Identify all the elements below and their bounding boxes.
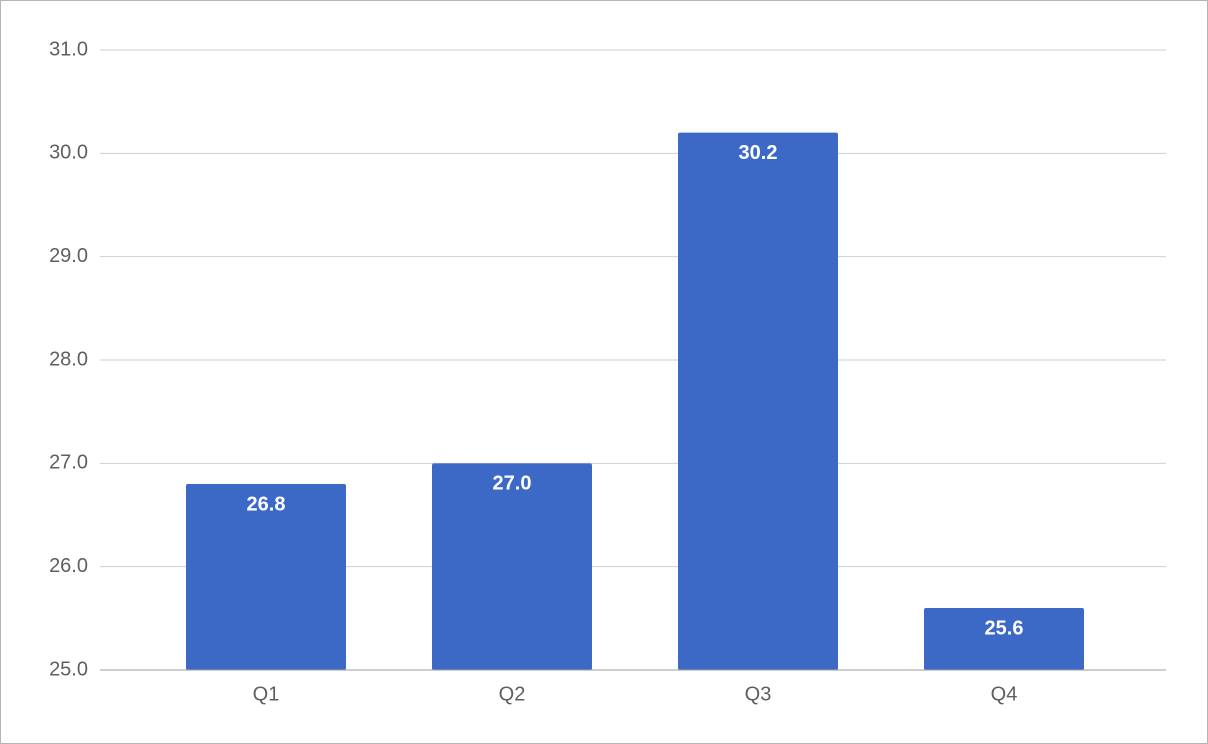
y-tick-label: 31.0 [49,38,88,60]
y-tick-label: 25.0 [49,658,88,680]
x-tick-label: Q3 [745,683,772,705]
data-label: 26.8 [247,493,286,515]
bar [186,484,346,670]
y-tick-label: 29.0 [49,245,88,267]
bar [432,463,592,670]
data-label: 30.2 [739,142,778,164]
x-tick-label: Q2 [499,683,526,705]
x-tick-label: Q1 [253,683,280,705]
x-tick-label: Q4 [991,683,1018,705]
y-tick-label: 30.0 [49,142,88,164]
bar [678,132,838,670]
data-label: 25.6 [985,617,1024,639]
y-tick-label: 28.0 [49,348,88,370]
data-label: 27.0 [493,473,532,495]
y-tick-label: 26.0 [49,555,88,577]
y-tick-label: 27.0 [49,452,88,474]
bar [924,608,1084,670]
